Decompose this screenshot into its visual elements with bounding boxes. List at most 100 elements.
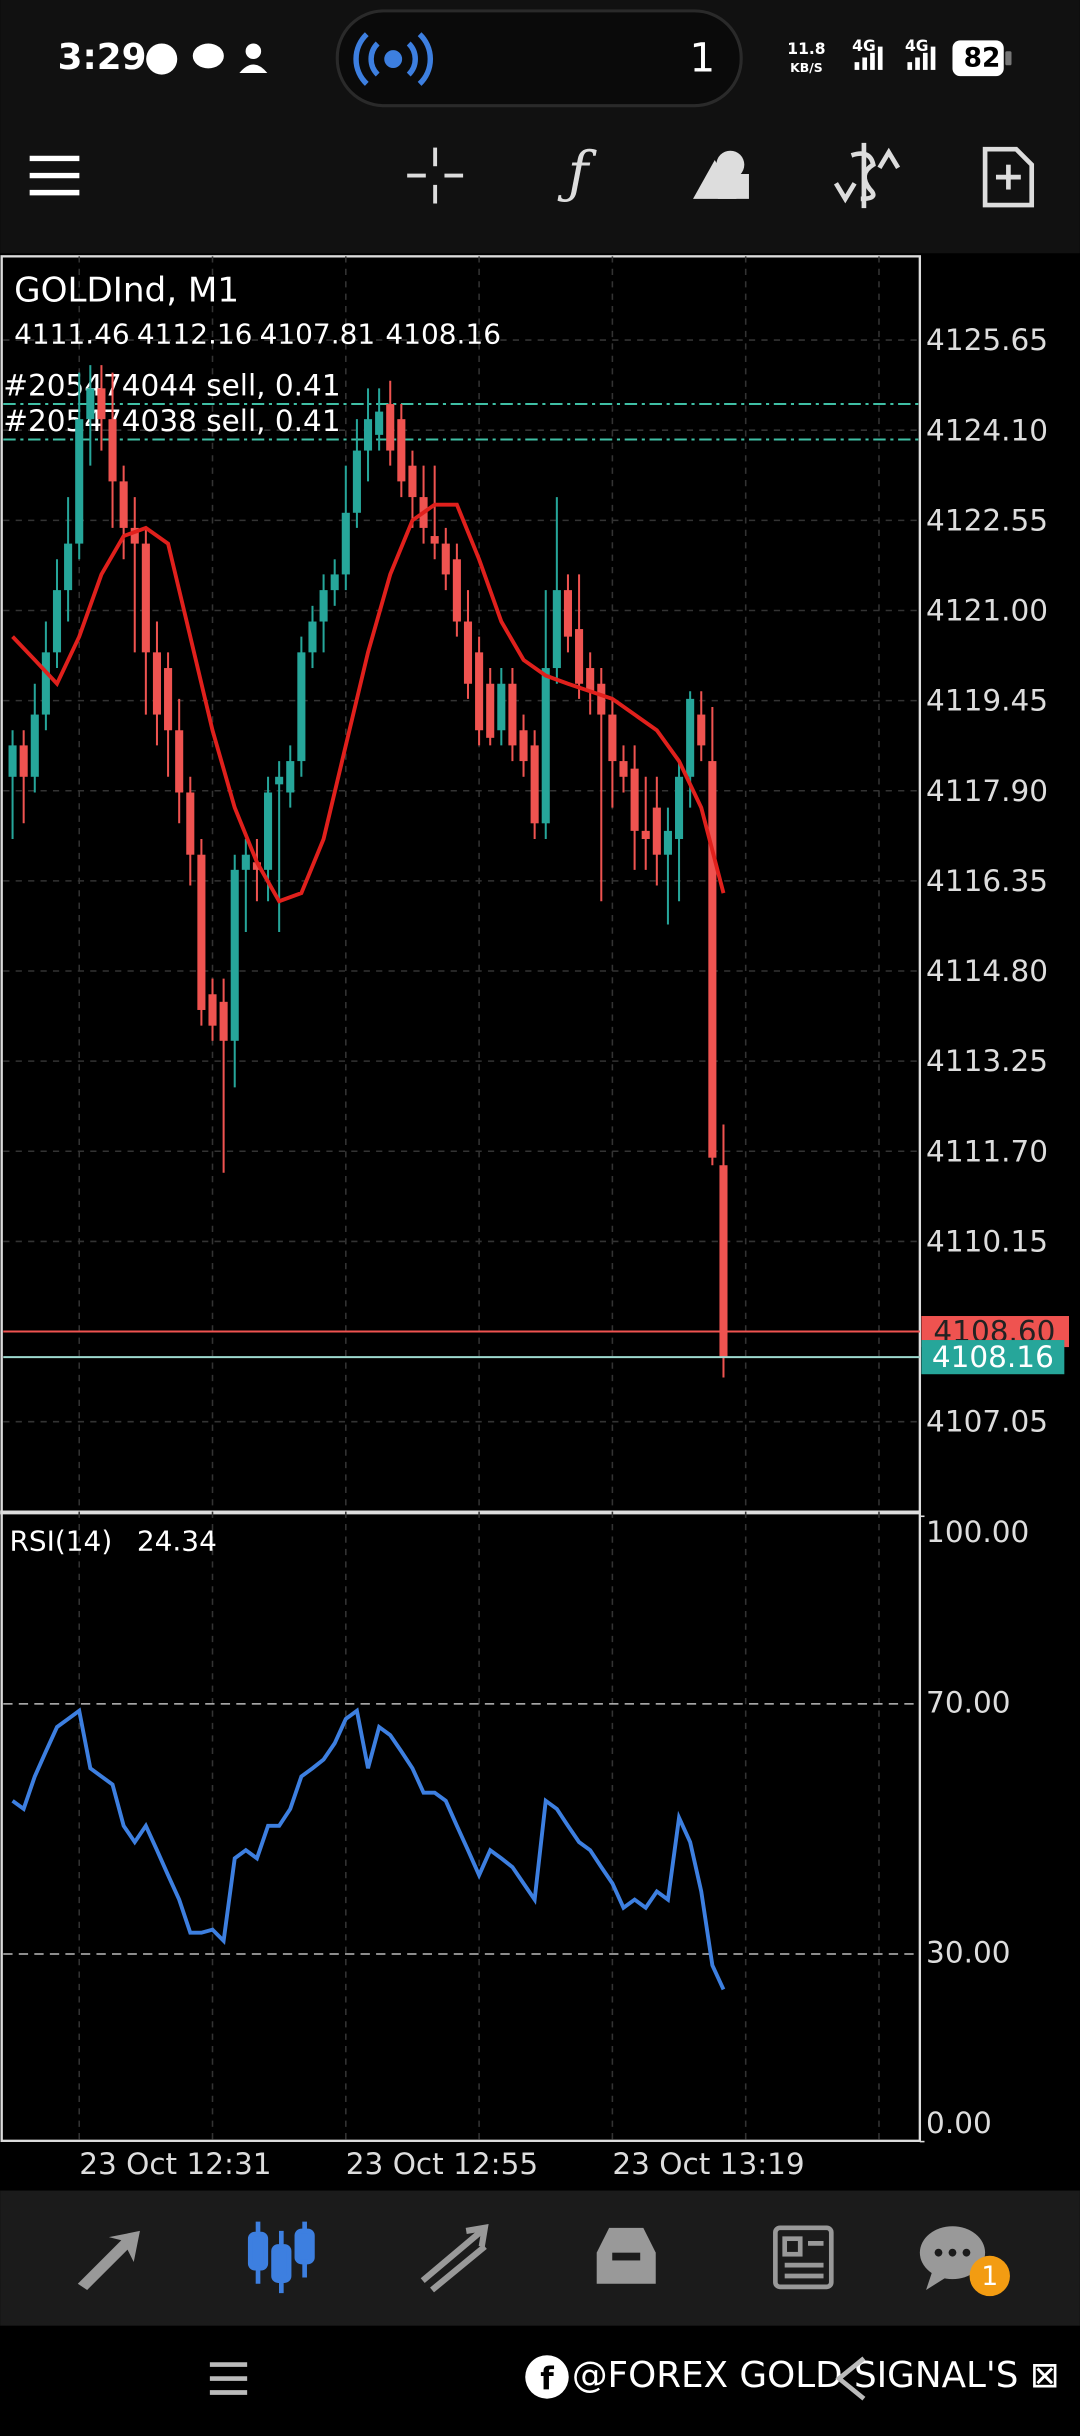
ohlc-low: 4107.81 [260,318,376,351]
candle-body [64,543,73,591]
price-label: 4113.25 [926,1044,1048,1078]
chart-tab[interactable] [247,2221,315,2294]
user-icon-body [239,64,268,74]
quotes-tab[interactable] [77,2230,140,2290]
candle-body [41,652,50,715]
live-count: 1 [689,35,715,82]
candle-body [363,419,373,451]
candle-body [652,807,661,855]
candle-body [497,683,506,731]
net-speed: 11.8 [787,40,825,58]
broadcast-waves [368,41,418,77]
broadcast-icon [353,32,434,86]
rsi-value: 24.34 [137,1525,217,1558]
candle-body [264,792,273,870]
candle-body [230,869,239,1041]
candle-body [541,668,550,824]
system-menu[interactable] [209,2362,248,2395]
menu-button[interactable] [29,155,80,196]
candle-body [330,574,339,591]
net-speed-unit: KB/S [790,60,823,75]
candle-body [686,698,695,777]
candle-body [52,590,62,653]
time-label: 23 Oct 13:19 [612,2147,804,2181]
candle-body [119,481,128,528]
battery-level: 82 [964,43,1001,74]
candle-body [708,761,717,1158]
network-type: 4G [905,37,929,55]
rsi-label: 70.00 [926,1685,1010,1719]
battery-tip [1005,51,1012,66]
objects-button[interactable] [693,150,749,199]
news-tab[interactable] [773,2225,834,2290]
candle-body [519,730,528,762]
candle-body [130,527,139,544]
candle-body [175,730,184,793]
trade-button[interactable] [833,142,901,209]
ohlc-close: 4108.16 [385,318,501,351]
candle-body [586,668,595,692]
price-label: 4111.70 [926,1134,1048,1168]
candle-body [141,543,150,653]
symbol-title: GOLDInd, M1 [14,271,239,311]
candle-body [408,465,417,498]
candle-body [341,512,350,575]
bid-label: 4108.16 [932,1340,1054,1374]
rsi-label: 100.00 [926,1515,1029,1549]
candle-body [452,559,461,622]
system-back[interactable] [835,2356,866,2401]
price-label: 4125.65 [926,323,1048,357]
candle-body [8,745,17,777]
candle-body [719,1165,728,1358]
watermark: @FOREX GOLD SIGNAL'S ⊠ [572,2355,1060,2396]
candle-body [197,854,206,1010]
candle-body [608,714,617,762]
signal-2 [907,46,936,70]
candle-body [352,450,361,513]
signal-1 [854,46,883,70]
candle-body [663,830,672,855]
bid-box [921,1340,1065,1375]
price-label: 4121.00 [926,594,1048,628]
network-type: 4G [852,37,876,55]
live-pill[interactable] [335,9,743,108]
price-label: 4116.35 [926,864,1048,898]
messages-tab[interactable] [919,2226,986,2290]
candle-body [86,388,95,420]
clock: 3:29 [58,37,147,78]
trade-tab[interactable] [420,2224,489,2293]
candle-body [697,714,706,746]
rsi-line [11,1707,726,1991]
candle-body [75,419,84,544]
ohlc-high: 4112.16 [137,318,253,351]
badge [969,2255,1010,2297]
broadcast-waves-outer [353,32,434,86]
candle-body [19,745,28,777]
candle-body [97,388,106,420]
candle-body [619,761,628,777]
ohlc-open: 4111.46 [14,318,130,351]
candle-body [386,404,395,451]
candle-body [486,683,495,738]
crosshair-button[interactable] [407,147,464,204]
facebook-icon [525,2355,569,2399]
price-label: 4114.80 [926,954,1048,988]
candle-body [397,419,406,482]
candle-body [675,776,684,840]
badge-count: 1 [981,2261,998,2292]
candle-body [186,792,195,855]
chat-icon [192,43,224,69]
time-label: 23 Oct 12:31 [79,2147,271,2181]
chart-frame [0,255,922,2142]
candle-body [297,652,306,762]
rsi-title: RSI(14) [9,1525,112,1558]
rsi-label: 30.00 [926,1936,1010,1970]
battery [952,40,1004,77]
rsi-label: 0.00 [926,2106,992,2140]
new-order-button[interactable] [982,146,1035,208]
price-label: 4117.90 [926,774,1048,808]
candle-body [563,590,573,637]
candle-body [164,668,173,731]
history-tab[interactable] [596,2227,656,2284]
